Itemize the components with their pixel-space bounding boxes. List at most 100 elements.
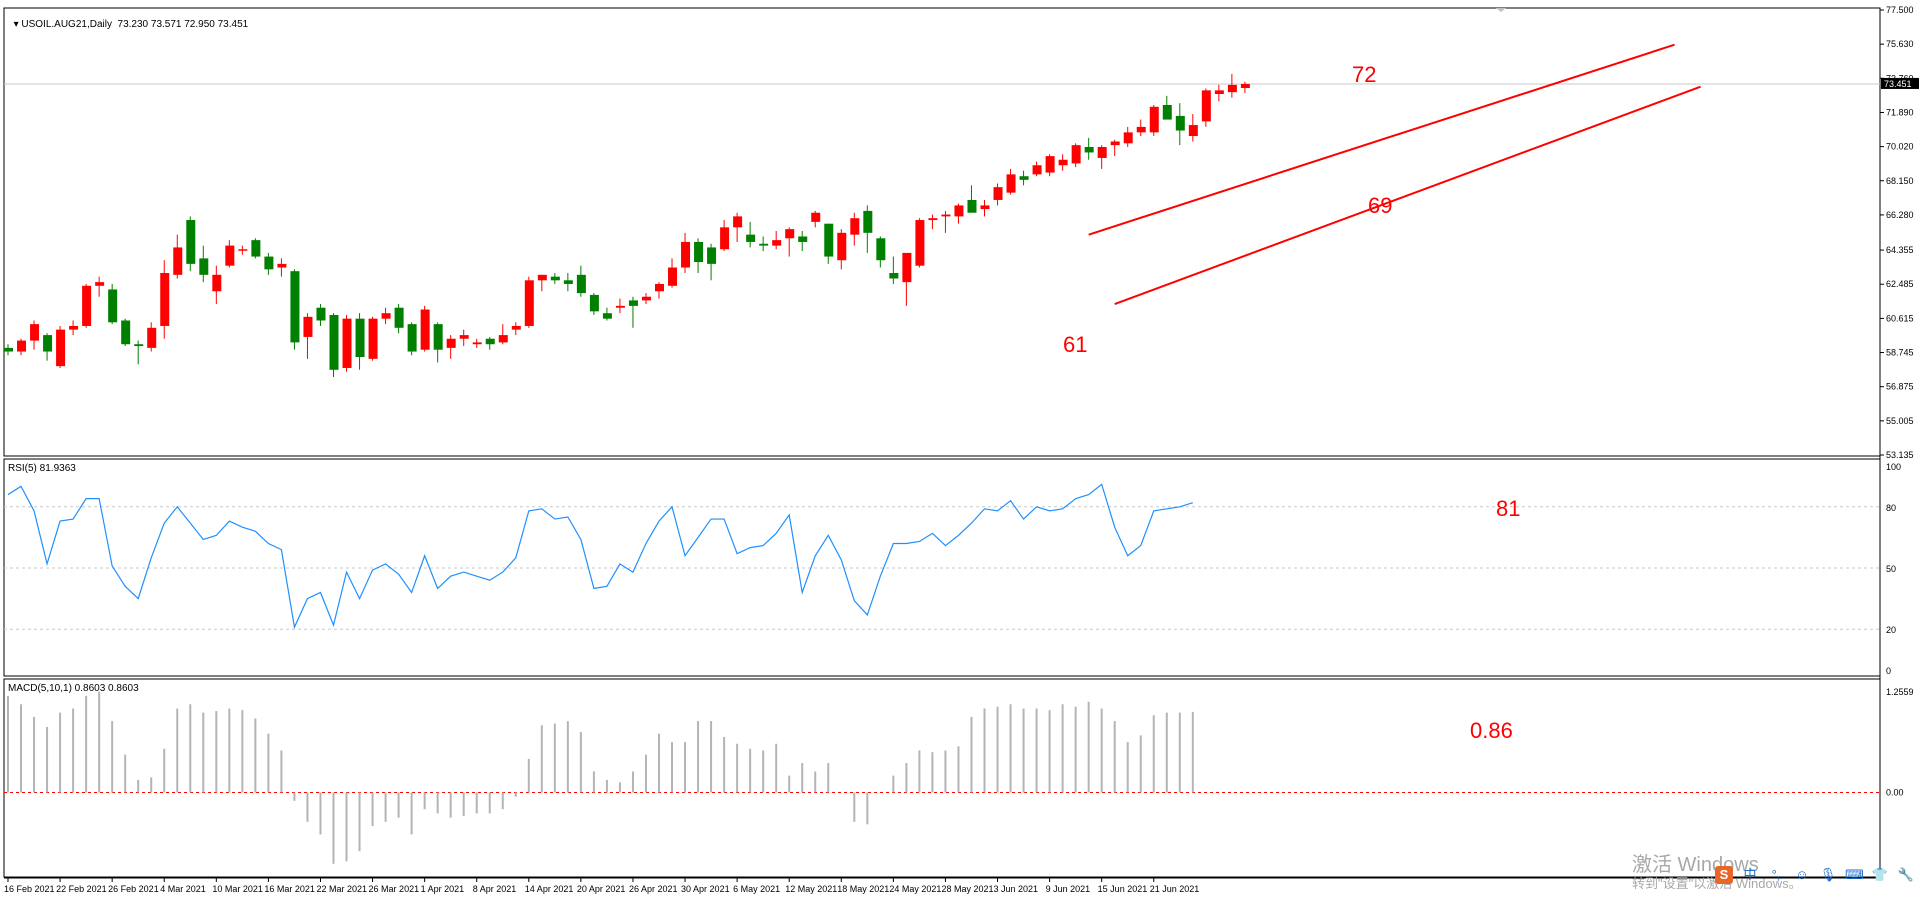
date-tick-label: 15 Jun 2021 [1098,884,1148,894]
date-tick-label: 21 Jun 2021 [1150,884,1200,894]
candle-body [824,223,834,257]
candle-body [889,273,899,279]
emoji-icon[interactable]: ☺ [1795,867,1809,882]
candle-body [1019,176,1029,180]
candle-body [694,241,704,263]
symbol-ohlc-label: USOIL.AUG21,Daily 73.230 73.571 72.950 7… [21,19,249,30]
candle-body [1136,126,1146,133]
candle-body [681,241,691,268]
keyboard-icon[interactable]: ⌨ [1845,867,1864,882]
macd-plot [4,691,1880,864]
macd-pane[interactable] [3,678,1881,878]
candle-body [1240,83,1250,88]
candle-body [811,212,821,222]
date-tick-label: 24 May 2021 [889,884,941,894]
candle-body [1097,146,1107,158]
ime-toolbar[interactable]: S 中 °, ☺ 🎙 ⌨ 👕 🔧 [1715,862,1915,888]
candle-body [108,289,118,323]
candle-body [941,214,951,217]
candle-body [785,229,795,239]
candle-body [4,347,13,352]
candle-body [199,258,209,275]
macd-axis-label: 0.00 [1886,787,1904,797]
candle-body [277,263,287,268]
date-tick-label: 4 Mar 2021 [160,884,206,894]
annotation-price-low: 61 [1063,332,1087,357]
rsi-level-label: 80 [1886,503,1896,513]
candle-body [134,344,144,347]
rsi-level-label: 50 [1886,564,1896,574]
date-tick-label: 26 Feb 2021 [108,884,159,894]
candle-body [511,325,521,330]
price-tick-label: 64.355 [1886,245,1914,255]
price-tick-label: 66.280 [1886,210,1914,220]
rsi-plot [4,483,1880,630]
candle-body [69,325,79,330]
collapse-icon[interactable]: ▾ [13,19,22,30]
date-tick-label: 12 May 2021 [785,884,837,894]
channel-lower-line [1114,85,1701,305]
candle-body [1188,125,1198,137]
candle-body [43,335,53,352]
candle-body [1162,104,1172,120]
candle-body [30,324,40,341]
candle-body [381,313,391,319]
candle-body [498,335,508,343]
annotation-macd-value: 0.86 [1470,718,1513,743]
candle-body [95,282,105,286]
last-price-label: 73.451 [1884,79,1912,89]
candle-body [720,227,730,250]
punctuation-icon[interactable]: °, [1771,867,1781,882]
chart-header: ▾ USOIL.AUG21,Daily 73.230 73.571 72.950… [8,8,249,30]
candle-body [759,243,769,246]
price-tick-label: 53.135 [1886,450,1914,460]
candle-body [342,318,352,368]
candle-body [967,199,977,213]
date-tick-label: 16 Mar 2021 [264,884,315,894]
date-tick-label: 8 Apr 2021 [473,884,517,894]
annotations: 72 69 61 81 0.86 [1063,43,1701,743]
rsi-level-label: 20 [1886,625,1896,635]
shirt-icon[interactable]: 👕 [1871,867,1889,882]
macd-header: MACD(5,10,1) 0.8603 0.8603 [8,683,139,694]
candle-body [303,316,313,337]
candle-body [355,318,365,358]
candle-body [733,216,743,228]
price-pane[interactable] [3,7,1881,457]
candle-body [1110,141,1120,146]
candle-body [186,220,196,264]
candle-body [524,280,534,326]
candle-body [876,238,886,261]
price-tick-label: 58.745 [1886,348,1914,358]
rsi-level-label: 100 [1886,462,1901,472]
wrench-icon[interactable]: 🔧 [1897,867,1915,882]
candle-body [993,187,1003,200]
candle-body [641,296,651,301]
candle-body [264,256,274,270]
price-tick-label: 60.615 [1886,313,1914,323]
sogou-logo-icon[interactable]: S [1715,866,1733,884]
candle-body [954,205,964,217]
scroll-marker-icon[interactable] [1496,8,1506,12]
date-tick-label: 28 May 2021 [941,884,993,894]
rsi-line [7,483,1193,630]
candle-body [394,307,404,328]
candle-body [290,271,300,343]
candle-body [589,294,599,312]
date-tick-label: 20 Apr 2021 [577,884,626,894]
candle-body [472,342,482,345]
date-tick-label: 10 Mar 2021 [212,884,263,894]
price-tick-label: 62.485 [1886,279,1914,289]
price-tick-label: 75.630 [1886,39,1914,49]
ime-language-toggle[interactable]: 中 [1743,867,1757,882]
candle-body [17,340,27,352]
candle-body [251,240,261,257]
mic-icon[interactable]: 🎙 [1819,867,1837,882]
candle-body [1214,90,1224,95]
date-tick-label: 30 Apr 2021 [681,884,730,894]
rsi-header: RSI(5) 81.9363 [8,463,76,474]
candle-body [1045,156,1055,173]
price-tick-label: 68.150 [1886,176,1914,186]
rsi-level-label: 0 [1886,666,1891,676]
